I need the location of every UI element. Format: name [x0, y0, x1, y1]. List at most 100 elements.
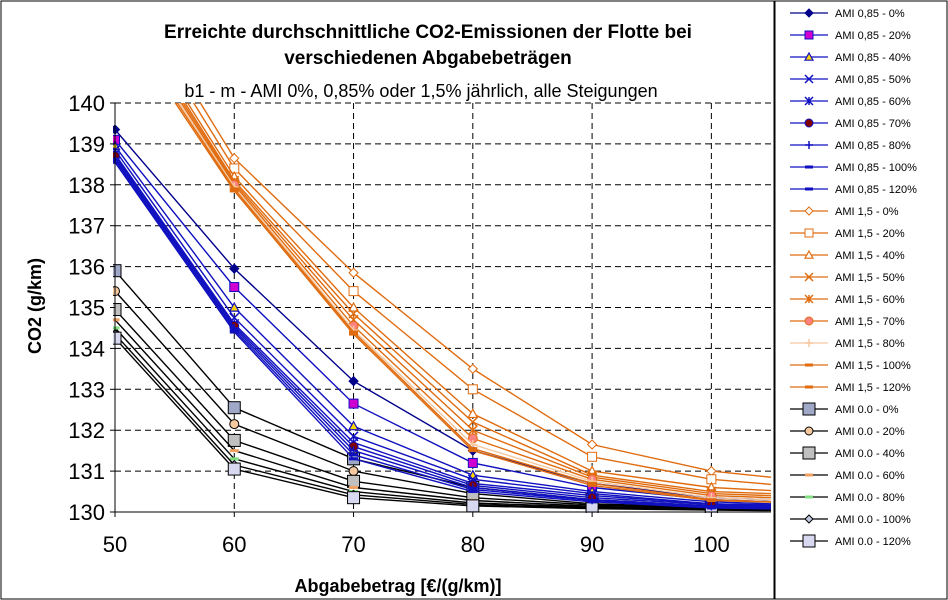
legend-item: AMI 0.0 - 100%	[790, 514, 911, 526]
legend-label: AMI 1,5 - 120%	[835, 382, 911, 394]
legend-item: AMI 1,5 - 120%	[790, 382, 911, 394]
legend-item: AMI 0,85 - 40%	[790, 51, 911, 64]
legend-label: AMI 1,5 - 100%	[835, 360, 911, 372]
data-point	[229, 328, 239, 332]
y-tick-label: 138	[68, 173, 105, 198]
legend-item: AMI 0.0 - 20%	[790, 426, 905, 438]
data-point	[229, 449, 239, 453]
legend: AMI 0,85 - 0% AMI 0,85 - 20% AMI 0,85 - 40…	[790, 8, 917, 548]
legend-item: AMI 1,5 - 40%	[790, 249, 905, 262]
data-point	[348, 375, 359, 387]
legend-item: AMI 0,85 - 50%	[790, 74, 911, 86]
chart-title-line-2: verschiedenen Abgabebeträgen	[284, 48, 572, 69]
data-point	[349, 330, 359, 334]
data-point	[467, 363, 479, 375]
legend-marker	[805, 141, 813, 149]
legend-marker	[804, 294, 814, 304]
data-point	[113, 160, 120, 164]
x-tick-label: 50	[103, 532, 127, 557]
legend-label: AMI 1,5 - 70%	[835, 316, 905, 328]
legend-marker	[804, 118, 814, 128]
legend-item: AMI 0,85 - 120%	[790, 184, 917, 196]
y-tick-label: 136	[68, 255, 105, 280]
data-point	[468, 447, 478, 451]
y-tick-label: 137	[68, 214, 105, 239]
data-point	[586, 439, 598, 450]
legend-frame	[774, 0, 948, 600]
legend-marker	[805, 187, 813, 191]
legend-marker	[804, 30, 814, 40]
legend-marker	[803, 249, 815, 259]
legend-marker	[805, 363, 813, 367]
data-point	[348, 398, 359, 409]
legend-label: AMI 0,85 - 120%	[835, 184, 917, 196]
legend-item: AMI 1,5 - 0%	[790, 206, 899, 218]
legend-item: AMI 0.0 - 40%	[790, 446, 905, 460]
y-tick-label: 139	[68, 132, 105, 157]
legend-marker	[805, 385, 813, 389]
data-point	[467, 457, 478, 468]
x-axis-label: Abgabebetrag [€/(g/km)]	[294, 576, 501, 596]
data-point	[467, 384, 478, 395]
legend-label: AMI 0.0 - 80%	[835, 492, 905, 504]
data-point	[228, 301, 240, 312]
x-tick-label: 70	[341, 532, 365, 557]
data-point	[229, 187, 239, 191]
legend-marker	[805, 495, 813, 499]
y-tick-label: 134	[68, 336, 105, 361]
legend-marker	[802, 402, 816, 416]
data-point	[229, 330, 239, 334]
legend-label: AMI 0.0 - 60%	[835, 470, 905, 482]
data-point	[229, 189, 239, 193]
y-tick-label: 133	[68, 377, 105, 402]
data-point	[468, 488, 478, 492]
legend-item: AMI 1,5 - 60%	[790, 294, 905, 306]
y-tick-label: 140	[68, 91, 105, 116]
data-point	[706, 506, 716, 510]
legend-marker	[804, 316, 814, 326]
legend-marker	[803, 51, 815, 61]
data-point	[466, 499, 480, 513]
data-point	[348, 267, 359, 278]
data-point	[349, 485, 359, 489]
data-point	[468, 490, 478, 494]
legend-marker	[805, 339, 813, 347]
y-tick-label: 135	[68, 296, 105, 321]
y-tick-label: 132	[68, 418, 105, 443]
legend-item: AMI 0.0 - 0%	[790, 402, 899, 416]
data-point	[229, 282, 240, 293]
axes: 130 131 132 133 134 135 136 137 138 139 140 50 60 70 8…	[68, 91, 771, 557]
x-tick-label: 100	[693, 532, 730, 557]
legend-label: AMI 1,5 - 50%	[835, 272, 905, 284]
legend-marker	[804, 426, 814, 436]
legend-label: AMI 0,85 - 100%	[835, 162, 917, 174]
y-axis-label: CO2 (g/km)	[25, 258, 45, 354]
legend-marker	[805, 473, 813, 477]
legend-item: AMI 0,85 - 0%	[790, 8, 905, 20]
legend-item: AMI 0,85 - 60%	[790, 96, 911, 108]
legend-item: AMI 0,85 - 100%	[790, 162, 917, 174]
data-point	[113, 326, 120, 330]
data-point	[587, 500, 597, 504]
legend-item: AMI 0,85 - 20%	[790, 30, 911, 42]
legend-label: AMI 0,85 - 50%	[835, 74, 911, 86]
data-point	[467, 416, 478, 428]
data-point	[468, 449, 478, 453]
legend-item: AMI 0.0 - 80%	[790, 492, 905, 504]
data-point	[229, 263, 240, 274]
legend-marker	[805, 165, 813, 169]
legend-marker	[804, 514, 814, 524]
legend-label: AMI 0.0 - 120%	[835, 536, 911, 548]
legend-label: AMI 0,85 - 60%	[835, 96, 911, 108]
data-point	[467, 425, 478, 436]
legend-item: AMI 0.0 - 120%	[790, 534, 911, 548]
chart-title-line-1: Erreichte durchschnittliche CO2-Emission…	[164, 22, 692, 43]
data-point	[587, 481, 597, 485]
legend-label: AMI 0.0 - 0%	[835, 404, 899, 416]
x-tick-label: 60	[222, 532, 246, 557]
legend-label: AMI 0,85 - 80%	[835, 140, 911, 152]
data-point	[348, 420, 360, 431]
chart-subtitle: b1 - m - AMI 0%, 0,85% oder 1,5% jährlic…	[184, 81, 657, 101]
legend-marker	[802, 446, 816, 460]
data-point	[349, 453, 359, 457]
